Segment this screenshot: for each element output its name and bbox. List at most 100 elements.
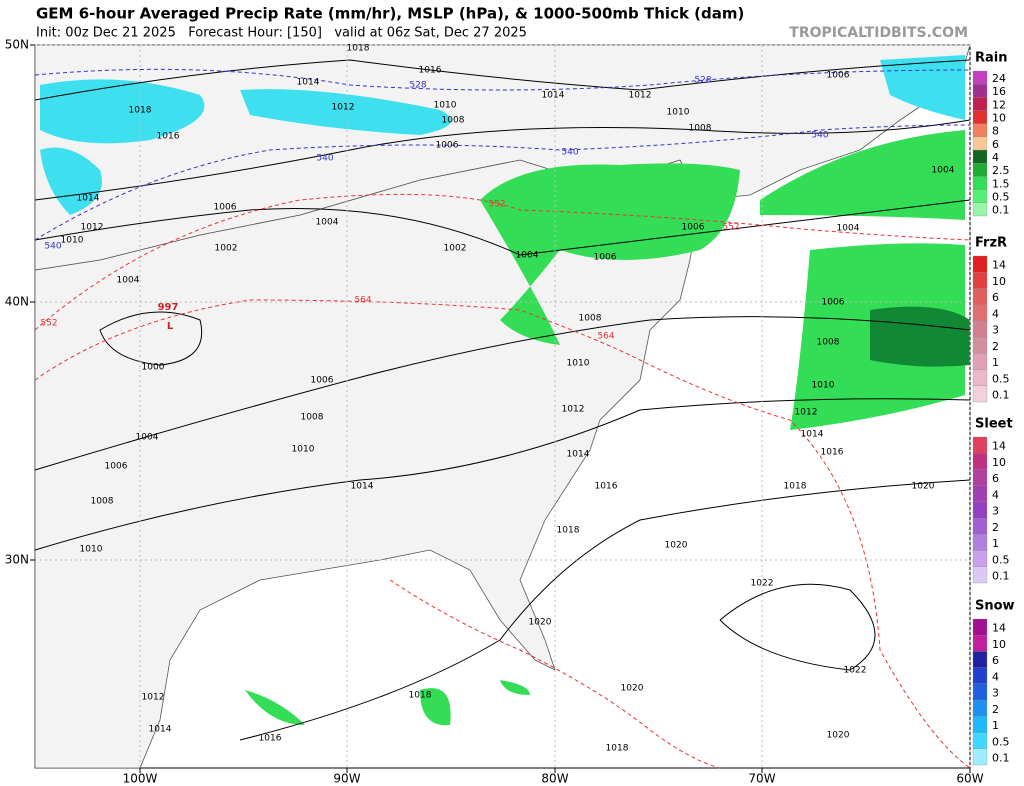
isobar-label: 1006 (822, 298, 845, 308)
legend-swatch (972, 202, 988, 217)
rain-light-cyan (40, 55, 965, 215)
isobar-label: 1008 (579, 314, 602, 324)
legend-label: 3 (992, 505, 999, 518)
legend-label: 16 (992, 85, 1006, 98)
isobar-label: 1010 (292, 445, 315, 455)
legend-swatch (972, 353, 988, 370)
low-symbol: L (167, 321, 174, 332)
legend-label: 8 (992, 125, 999, 138)
isobar-label: 1018 (606, 744, 629, 754)
legend-swatch (972, 385, 988, 403)
thickness-528-540 (34, 68, 971, 241)
thickness-label: 540 (316, 154, 333, 164)
isobar-label: 1008 (301, 413, 324, 423)
isobar-label: 1022 (751, 579, 774, 589)
subtitle: Init: 00z Dec 21 2025 Forecast Hour: [15… (36, 26, 527, 41)
lon-label: 90W (333, 772, 360, 786)
isobar-label: 1008 (689, 124, 712, 134)
isobar-label: 1016 (157, 132, 180, 142)
legend-label: 0.5 (992, 553, 1010, 566)
legend-label: 1.5 (992, 177, 1010, 190)
rain-heavy (870, 306, 970, 367)
isobar-label: 1012 (562, 405, 585, 415)
isobar-label: 1016 (595, 482, 618, 492)
isobar-label: 1004 (316, 218, 339, 228)
isobar-label: 1014 (542, 91, 565, 101)
lon-label: 70W (748, 772, 775, 786)
legend-swatch (972, 667, 988, 685)
legend-swatch (972, 716, 988, 733)
isobars (34, 59, 971, 741)
legend-swatch (972, 320, 988, 338)
isobar-label: 1002 (444, 244, 467, 254)
legend-label: 10 (992, 111, 1006, 124)
legend-swatch (972, 189, 988, 203)
legend-label: 4 (992, 670, 999, 683)
isobar-label: 1008 (817, 338, 840, 348)
isobar-label: 1020 (912, 482, 935, 492)
legend-swatch (972, 255, 988, 273)
legend-swatch (972, 501, 988, 519)
isobar-label: 1018 (557, 526, 580, 536)
legend-swatch (972, 136, 988, 151)
thickness-label: 540 (561, 148, 578, 158)
isobar-label: 1006 (214, 203, 237, 213)
thickness-label: 540 (811, 131, 828, 141)
thickness-label: 552 (40, 319, 57, 329)
rain-green (245, 130, 965, 726)
isobar-label: 1014 (801, 430, 824, 440)
isobar-label: 1020 (665, 541, 688, 551)
isobar-label: 1002 (215, 244, 238, 254)
legend-label: 0.1 (992, 570, 1010, 583)
isobar-label: 1006 (594, 253, 617, 263)
isobar-label: 1020 (621, 684, 644, 694)
isobar-label: 1010 (61, 236, 84, 246)
isobar-label: 1006 (105, 462, 128, 472)
isobar-label: 1010 (667, 108, 690, 118)
legend-swatch (972, 469, 988, 486)
isobar-label: 1018 (129, 106, 152, 116)
thickness-label: 564 (597, 332, 614, 342)
isobar-label: 1010 (80, 545, 103, 555)
legend-label: 2 (992, 703, 999, 716)
legend-swatch (972, 288, 988, 305)
legend-label: 0.1 (992, 204, 1010, 217)
isobar-label: 1022 (844, 666, 867, 676)
legend-label: 2 (992, 340, 999, 353)
legend-label: 0.5 (992, 735, 1010, 748)
isobar-label: 1016 (821, 448, 844, 458)
legend-label: 0.5 (992, 372, 1010, 385)
legend-label: 6 (992, 138, 999, 151)
legend-label: 6 (992, 291, 999, 304)
isobar-label: 1012 (142, 693, 165, 703)
legend-swatch (972, 436, 988, 454)
legend-swatch (972, 550, 988, 567)
isobar-label: 1000 (142, 363, 165, 373)
legend-label: 1 (992, 537, 999, 550)
legend-label: 3 (992, 687, 999, 700)
isobar-label: 1004 (516, 251, 539, 261)
legend-swatch (972, 699, 988, 717)
legend-swatch (972, 517, 988, 535)
legend-label: 10 (992, 456, 1006, 469)
legend-swatch (972, 163, 988, 177)
isobar-label: 1016 (259, 734, 282, 744)
legend-swatch (972, 635, 988, 652)
lat-label: 40N (5, 295, 29, 309)
legend-label: 4 (992, 151, 999, 164)
legend-swatch (972, 97, 988, 111)
isobar-label: 1014 (149, 725, 172, 735)
lon-label: 60W (956, 772, 983, 786)
legend-label: 14 (992, 622, 1006, 635)
legend-label: 0.5 (992, 191, 1010, 204)
legend-label: 24 (992, 72, 1006, 85)
lon-label: 80W (541, 772, 568, 786)
isobar-label: 1018 (409, 691, 432, 701)
isobar-label: 1004 (932, 166, 955, 176)
isobar-label: 1008 (442, 116, 465, 126)
isobar-label: 1018 (784, 482, 807, 492)
title: GEM 6-hour Averaged Precip Rate (mm/hr),… (36, 5, 744, 23)
legend-swatch (972, 732, 988, 749)
legend-swatch (972, 369, 988, 386)
map (34, 44, 971, 769)
